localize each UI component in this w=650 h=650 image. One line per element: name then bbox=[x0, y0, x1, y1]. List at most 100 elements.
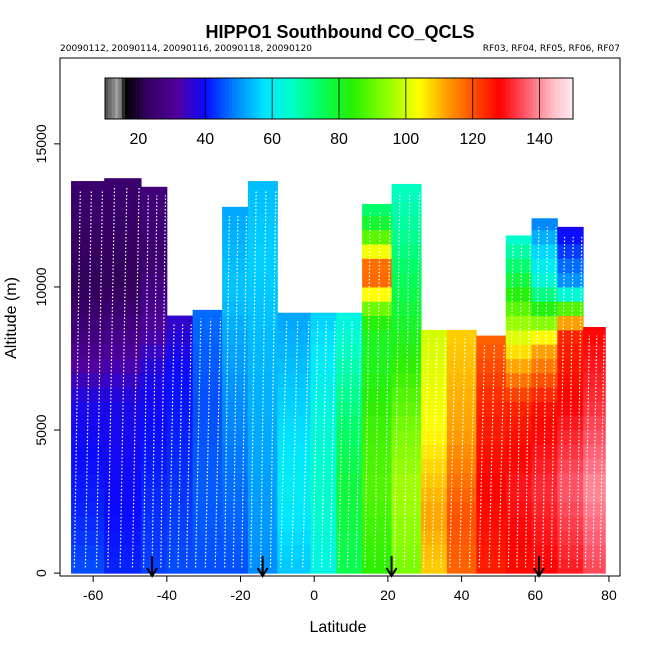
heatmap-cell bbox=[583, 501, 606, 517]
colorbar-segment bbox=[178, 78, 183, 119]
heatmap-cell bbox=[104, 186, 142, 202]
heatmap-cell bbox=[557, 244, 584, 259]
x-tick-label: 0 bbox=[310, 587, 318, 603]
heatmap-cell bbox=[557, 472, 584, 488]
heatmap-column bbox=[583, 327, 606, 574]
heatmap-cell bbox=[362, 203, 393, 216]
heatmap-cell bbox=[476, 530, 507, 546]
colorbar-segment bbox=[248, 78, 253, 119]
heatmap-cell bbox=[141, 458, 168, 474]
heatmap-column bbox=[531, 218, 558, 574]
heatmap-cell bbox=[336, 487, 363, 503]
heatmap-cell bbox=[222, 244, 249, 259]
colorbar-segment bbox=[165, 78, 169, 119]
heatmap-cell bbox=[531, 501, 558, 517]
heatmap-cell bbox=[222, 501, 249, 517]
y-axis-label: Altitude (m) bbox=[3, 277, 20, 359]
heatmap-cell bbox=[310, 487, 337, 503]
heatmap-cell bbox=[247, 515, 278, 531]
heatmap-cell bbox=[421, 329, 448, 345]
colorbar-segment bbox=[245, 78, 250, 119]
heatmap-column bbox=[446, 329, 477, 574]
colorbar-segment bbox=[161, 78, 166, 119]
heatmap-cell bbox=[141, 186, 168, 202]
heatmap-cell bbox=[222, 515, 249, 531]
heatmap-cell bbox=[166, 472, 194, 488]
heatmap-cell bbox=[277, 372, 312, 388]
heatmap-cell bbox=[71, 472, 105, 488]
colorbar-segment bbox=[295, 78, 300, 119]
heatmap-cell bbox=[166, 530, 194, 546]
heatmap-cell bbox=[362, 487, 393, 503]
heatmap-cell bbox=[336, 358, 363, 374]
chart-subtitle-flights: RF03, RF04, RF05, RF06, RF07 bbox=[483, 44, 620, 54]
flight-track bbox=[338, 321, 345, 568]
heatmap-cell bbox=[391, 472, 422, 488]
heatmap-cell bbox=[421, 544, 448, 560]
colorbar-segment bbox=[479, 78, 484, 119]
heatmap-cell bbox=[362, 515, 393, 531]
heatmap-cell bbox=[557, 458, 584, 474]
colorbar-segment bbox=[449, 78, 454, 119]
heatmap-cell bbox=[192, 401, 223, 417]
colorbar-segment bbox=[562, 78, 567, 119]
heatmap-cell bbox=[583, 329, 606, 345]
colorbar-segment bbox=[429, 78, 433, 119]
colorbar-segment bbox=[151, 78, 156, 119]
heatmap-cell bbox=[505, 272, 533, 288]
flight-track bbox=[329, 321, 336, 568]
heatmap-cell bbox=[531, 315, 558, 331]
colorbar-segment bbox=[185, 78, 189, 119]
colorbar-segment bbox=[235, 78, 240, 119]
heatmap-cell bbox=[362, 530, 393, 546]
heatmap-cell bbox=[141, 501, 168, 517]
flight-track bbox=[224, 215, 230, 568]
heatmap-cell bbox=[583, 472, 606, 488]
colorbar-segment bbox=[135, 78, 139, 119]
heatmap-cell bbox=[557, 329, 584, 345]
heatmap-cell bbox=[583, 515, 606, 531]
heatmap-cell bbox=[141, 215, 168, 231]
heatmap-cell bbox=[476, 372, 507, 388]
flight-track bbox=[478, 344, 486, 568]
colorbar-segment bbox=[489, 78, 494, 119]
y-tick-label: 15000 bbox=[33, 124, 49, 163]
heatmap-cell bbox=[247, 472, 278, 488]
heatmap-cell bbox=[277, 558, 312, 574]
colorbar-segment bbox=[462, 78, 467, 119]
heatmap-cell bbox=[104, 315, 142, 331]
heatmap-cell bbox=[71, 272, 105, 288]
heatmap-cell bbox=[362, 286, 393, 302]
heatmap-cell bbox=[391, 244, 422, 259]
colorbar-segment bbox=[452, 78, 457, 119]
heatmap-cell bbox=[362, 272, 393, 288]
colorbar-segment bbox=[506, 78, 510, 119]
heatmap-cell bbox=[247, 501, 278, 517]
heatmap-cell bbox=[583, 372, 606, 388]
heatmap-cell bbox=[557, 372, 584, 388]
heatmap-cell bbox=[192, 501, 223, 517]
heatmap-cell bbox=[166, 415, 194, 431]
colorbar-segment bbox=[308, 78, 313, 119]
colorbar-segment bbox=[115, 78, 119, 119]
heatmap-cell bbox=[71, 201, 105, 216]
colorbar-segment bbox=[111, 78, 116, 119]
colorbar-segment bbox=[412, 78, 417, 119]
heatmap-cell bbox=[277, 530, 312, 546]
heatmap-cell bbox=[391, 372, 422, 388]
colorbar-segment bbox=[292, 78, 296, 119]
colorbar-segment bbox=[362, 78, 367, 119]
chart-subtitle-dates: 20090112, 20090114, 20090116, 20090118, … bbox=[60, 44, 312, 54]
heatmap-cell bbox=[336, 544, 363, 560]
heatmap-cell bbox=[362, 229, 393, 245]
heatmap-cell bbox=[222, 215, 249, 231]
heatmap-cell bbox=[166, 501, 194, 517]
colorbar-segment bbox=[148, 78, 153, 119]
heatmap-cell bbox=[277, 329, 312, 345]
colorbar-segment bbox=[125, 78, 129, 119]
heatmap-cell bbox=[247, 258, 278, 274]
heatmap-cell bbox=[421, 401, 448, 417]
heatmap-cell bbox=[310, 515, 337, 531]
heatmap-cell bbox=[141, 272, 168, 288]
heatmap-cell bbox=[531, 344, 558, 359]
